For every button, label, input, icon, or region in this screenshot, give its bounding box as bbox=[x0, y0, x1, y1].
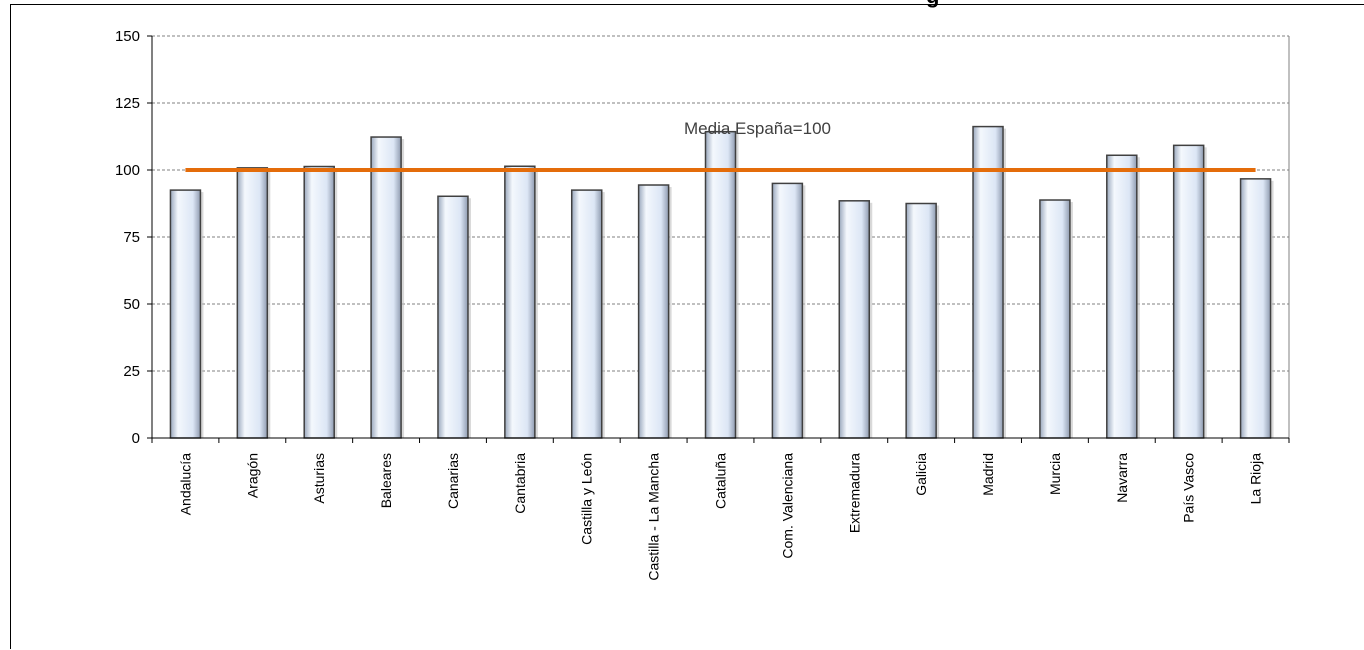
category-label: Extremadura bbox=[846, 453, 862, 533]
y-tick-label: 25 bbox=[123, 363, 140, 380]
y-tick-label: 125 bbox=[115, 95, 140, 112]
category-label: País Vasco bbox=[1181, 453, 1197, 523]
bar bbox=[838, 200, 871, 439]
category-label: Baleares bbox=[378, 453, 394, 508]
category-label: Castilla - La Mancha bbox=[646, 453, 662, 581]
bar bbox=[437, 195, 469, 439]
category-label: Asturias bbox=[311, 453, 327, 504]
y-tick-label: 150 bbox=[115, 28, 140, 45]
category-label: Navarra bbox=[1114, 453, 1130, 503]
category-label: Cataluña bbox=[713, 453, 729, 509]
bar bbox=[972, 125, 1004, 439]
bar bbox=[570, 189, 603, 439]
category-label: La Rioja bbox=[1248, 453, 1264, 505]
category-label: Madrid bbox=[980, 453, 996, 496]
chart-frame: g 0 25 50 75 100 125 150 Andalucía Aragón Asturia… bbox=[10, 0, 1364, 649]
chart-title: g bbox=[926, 0, 939, 9]
y-tick-label: 0 bbox=[132, 430, 140, 447]
bar bbox=[1106, 154, 1138, 439]
bar bbox=[236, 167, 269, 439]
bar bbox=[771, 182, 804, 439]
bar-chart: 0 25 50 75 100 125 150 Andalucía Aragón Asturias B… bbox=[115, 28, 1290, 581]
category-label: Murcia bbox=[1047, 453, 1063, 495]
bar bbox=[905, 202, 937, 439]
category-label: Cantabria bbox=[512, 453, 528, 514]
reference-line-label: Media España=100 bbox=[684, 119, 831, 138]
bar bbox=[370, 136, 402, 439]
category-label: Canarias bbox=[445, 453, 461, 509]
bar bbox=[1172, 144, 1205, 439]
category-label: Andalucía bbox=[177, 453, 193, 515]
category-label: Castilla y León bbox=[579, 453, 595, 545]
y-tick-label: 100 bbox=[115, 162, 140, 179]
y-tick-label: 75 bbox=[123, 229, 140, 246]
bar bbox=[1239, 178, 1272, 439]
bar bbox=[1039, 199, 1071, 439]
bar bbox=[637, 184, 670, 439]
bar bbox=[504, 165, 536, 439]
bar bbox=[169, 189, 202, 439]
category-label: Galicia bbox=[913, 453, 929, 496]
category-label: Aragón bbox=[244, 453, 260, 498]
bar bbox=[303, 165, 335, 439]
bar bbox=[704, 130, 737, 439]
category-label: Com. Valenciana bbox=[779, 453, 795, 559]
y-tick-label: 50 bbox=[123, 296, 140, 313]
